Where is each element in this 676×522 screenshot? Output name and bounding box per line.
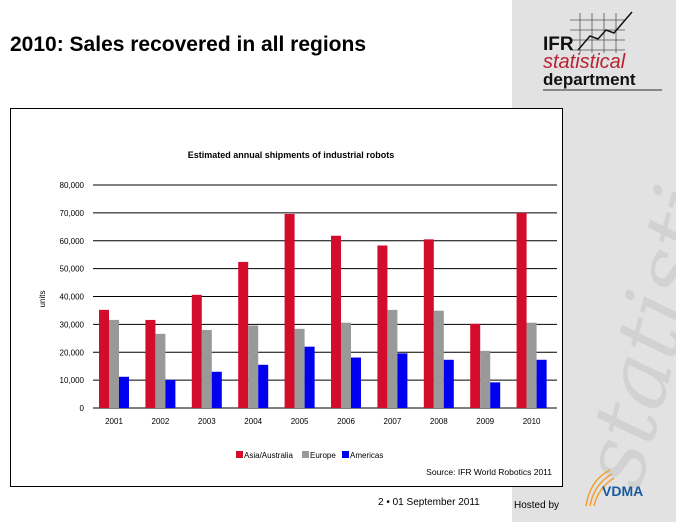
bar-europe-2009	[480, 350, 491, 408]
svg-text:VDMA: VDMA	[602, 483, 643, 499]
bar-europe-2003	[201, 329, 212, 408]
y-axis-label: units	[38, 291, 47, 308]
bar-americas-2009	[490, 382, 501, 408]
bar-europe-2001	[109, 319, 119, 408]
y-tick-label: 60,000	[60, 237, 85, 246]
bar-asia-australia-2010	[516, 212, 527, 408]
bar-europe-2005	[294, 328, 305, 408]
bar-americas-2001	[119, 376, 129, 408]
x-tick-label: 2008	[430, 417, 448, 426]
bar-americas-2006	[351, 357, 361, 408]
x-tick-label: 2003	[198, 417, 216, 426]
bar-asia-australia-2006	[331, 235, 341, 408]
y-tick-label: 0	[80, 404, 85, 413]
bar-asia-australia-2001	[99, 309, 109, 408]
bar-europe-2010	[526, 322, 537, 408]
bar-americas-2005	[304, 346, 315, 408]
x-tick-label: 2004	[244, 417, 262, 426]
chart-source: Source: IFR World Robotics 2011	[426, 467, 552, 477]
footer-date: 2 • 01 September 2011	[378, 497, 480, 508]
x-tick-label: 2007	[384, 417, 402, 426]
ifr-logo: IFR statistical department	[543, 11, 662, 91]
svg-text:statistical: statistical	[543, 51, 626, 73]
bar-asia-australia-2008	[423, 239, 434, 408]
svg-text:department: department	[543, 70, 636, 89]
legend-swatch-americas	[342, 451, 349, 458]
bar-europe-2007	[387, 309, 398, 408]
legend-americas: Americas	[350, 451, 383, 460]
bar-europe-2008	[433, 310, 444, 408]
legend-swatch-asia	[236, 451, 243, 458]
x-tick-label: 2001	[105, 417, 123, 426]
y-tick-label: 10,000	[60, 376, 85, 385]
x-tick-label: 2009	[476, 417, 494, 426]
y-tick-label: 40,000	[60, 293, 85, 302]
y-tick-label: 30,000	[60, 320, 85, 329]
bar-asia-australia-2004	[238, 261, 249, 408]
svg-text:IFR: IFR	[543, 34, 574, 55]
x-tick-label: 2010	[523, 417, 541, 426]
bar-chart: Estimated annual shipments of industrial…	[38, 150, 557, 477]
bar-asia-australia-2009	[470, 323, 481, 408]
bar-europe-2002	[155, 333, 166, 408]
y-tick-label: 20,000	[60, 348, 85, 357]
y-tick-label: 70,000	[60, 209, 85, 218]
bar-americas-2004	[258, 364, 269, 408]
x-tick-label: 2005	[291, 417, 309, 426]
bar-americas-2010	[536, 359, 547, 408]
bar-americas-2007	[397, 353, 408, 408]
bar-americas-2002	[165, 379, 176, 408]
y-tick-label: 80,000	[60, 181, 85, 190]
chart-box: Estimated annual shipments of industrial…	[10, 108, 563, 487]
bar-asia-australia-2002	[145, 319, 156, 408]
x-tick-label: 2006	[337, 417, 355, 426]
y-tick-label: 50,000	[60, 265, 85, 274]
bar-asia-australia-2007	[377, 245, 388, 408]
bar-asia-australia-2003	[191, 294, 202, 408]
chart-title: Estimated annual shipments of industrial…	[188, 150, 395, 160]
bar-americas-2003	[211, 371, 222, 408]
slide-title: 2010: Sales recovered in all regions	[10, 33, 367, 56]
bar-europe-2004	[248, 325, 259, 408]
vdma-logo: VDMA	[585, 469, 643, 507]
bar-asia-australia-2005	[284, 213, 295, 408]
x-tick-label: 2002	[152, 417, 170, 426]
hosted-by: Hosted by	[514, 500, 560, 511]
legend-europe: Europe	[310, 451, 336, 460]
bar-americas-2008	[443, 359, 454, 408]
legend: Asia/Australia Europe Americas	[236, 451, 383, 460]
bar-europe-2006	[341, 322, 351, 408]
legend-asia: Asia/Australia	[244, 451, 293, 460]
legend-swatch-europe	[302, 451, 309, 458]
